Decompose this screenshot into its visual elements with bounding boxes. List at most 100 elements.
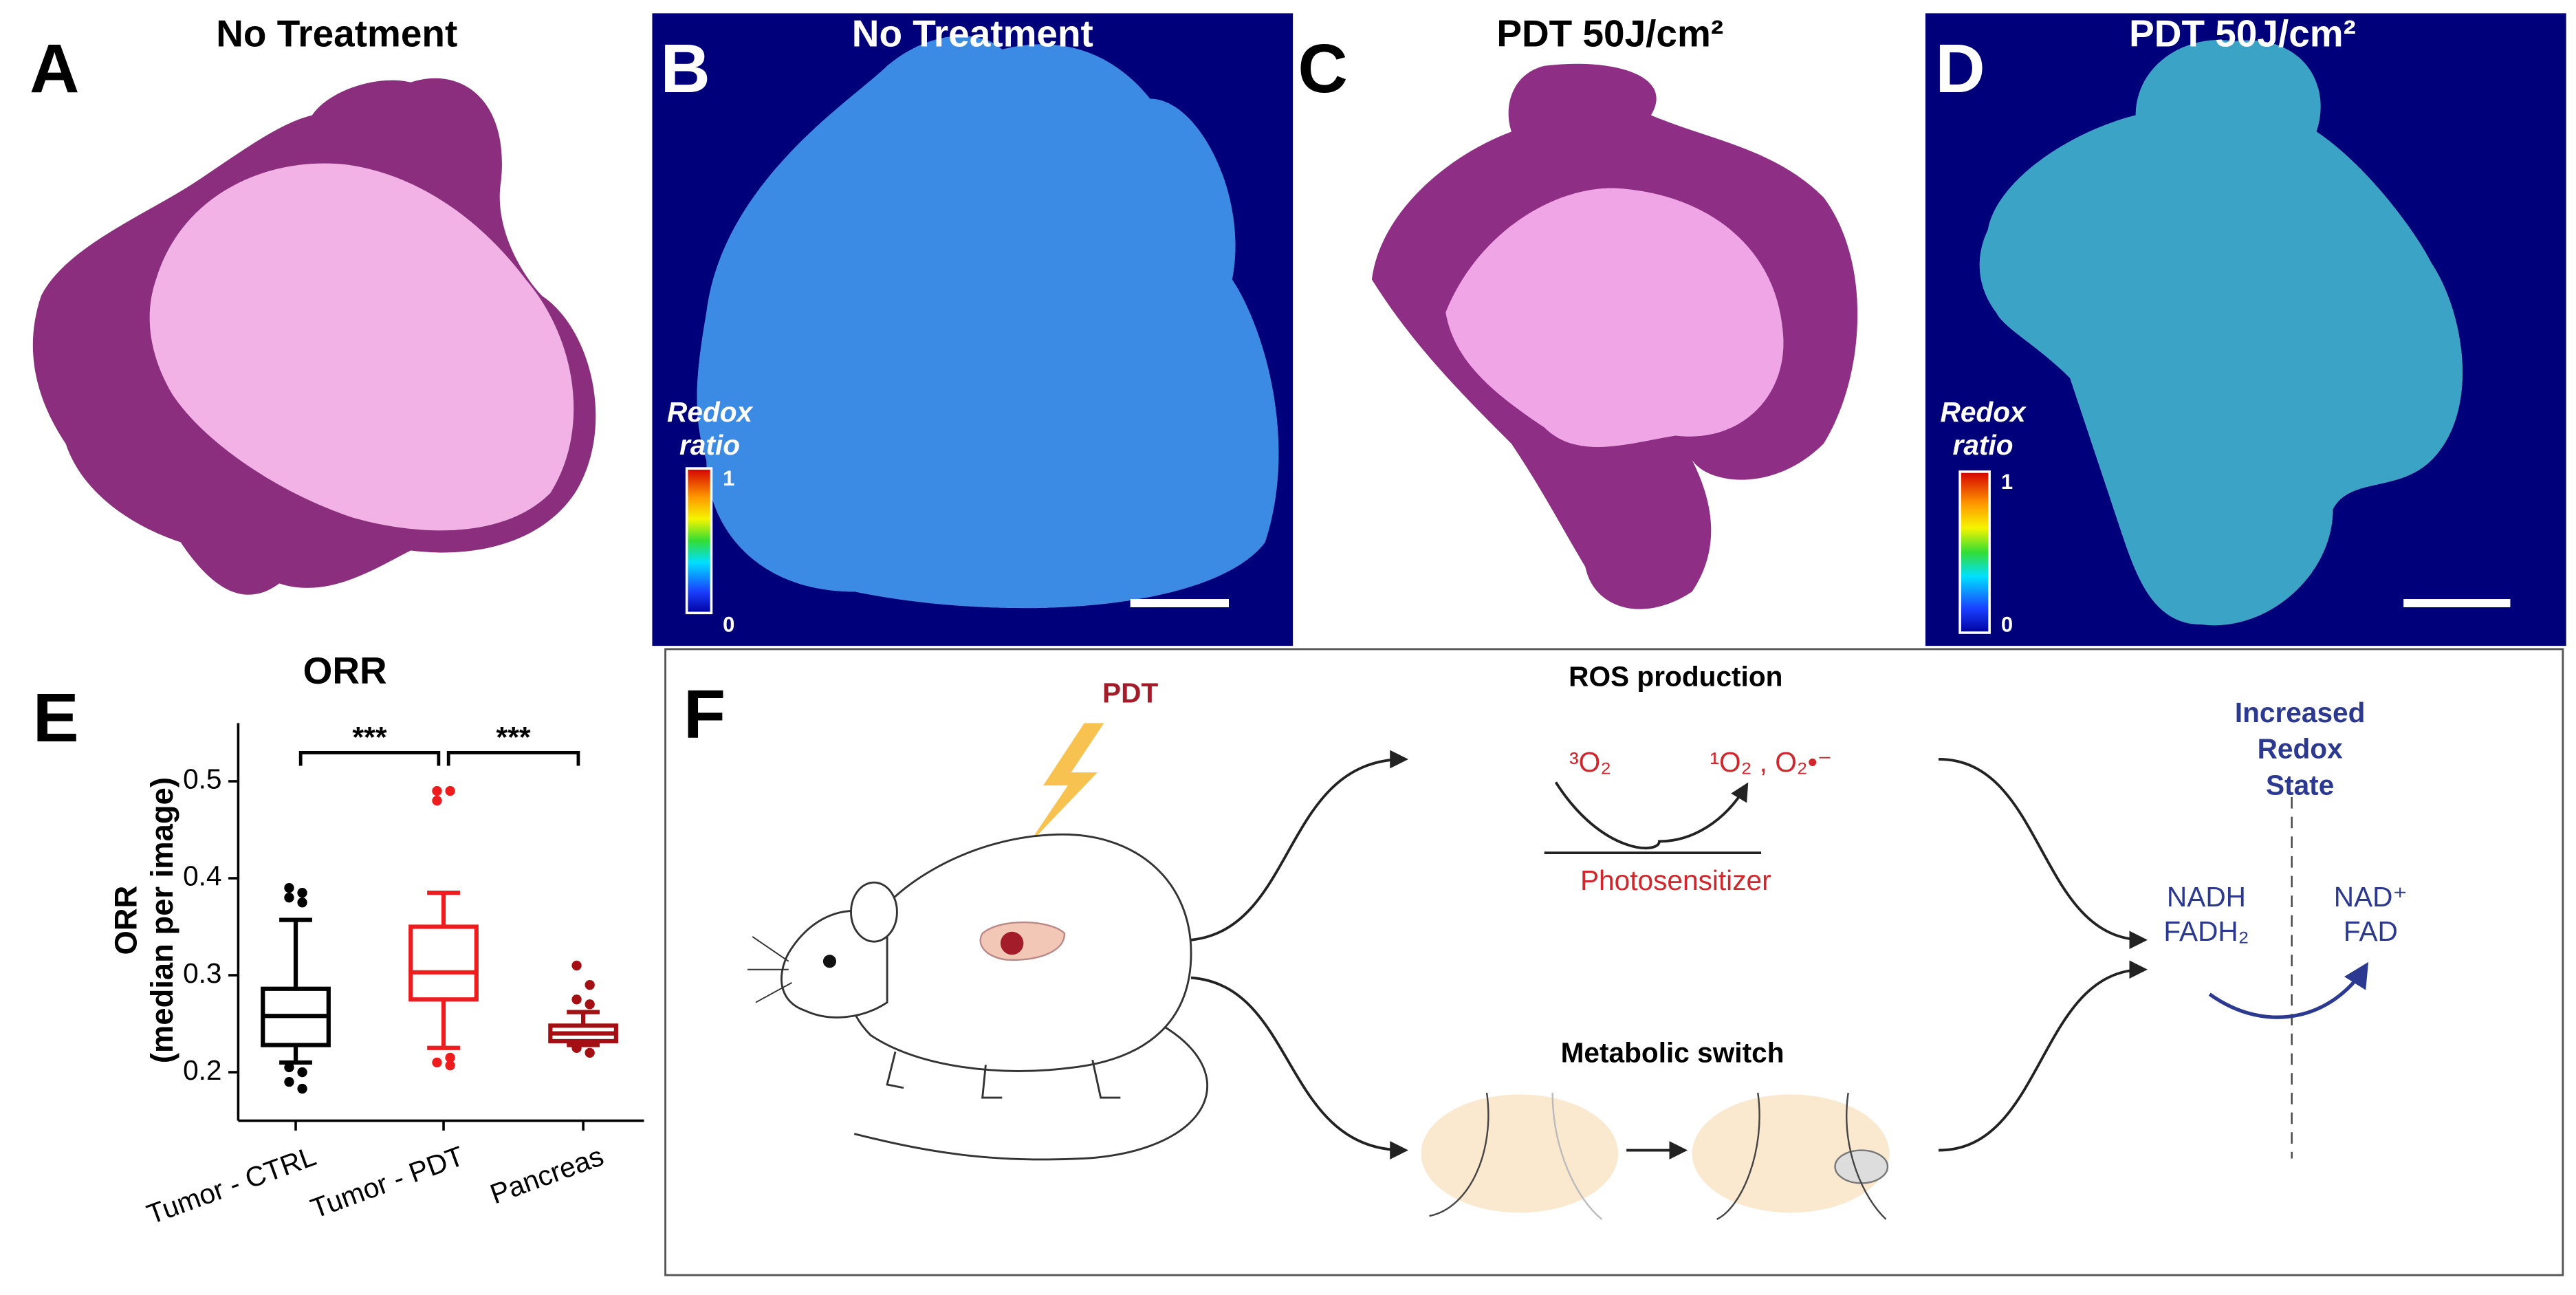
panel-letter: D (1935, 30, 1985, 107)
colorbar-min: 0 (2001, 613, 2013, 637)
light-bolt (1027, 723, 1104, 847)
colorbar (1958, 470, 1991, 634)
mouse (747, 833, 1208, 1161)
outlier (445, 1060, 455, 1071)
significance-label: *** (496, 721, 530, 754)
colorbar (685, 467, 713, 615)
reduced-label: NADH (2167, 881, 2246, 913)
outlier (585, 999, 595, 1010)
arrow (1190, 750, 1408, 942)
panel-title: PDT 50J/cm² (2129, 12, 2356, 54)
mouse-tail (853, 1018, 1208, 1161)
cell (1692, 1094, 1890, 1213)
outlier (297, 1083, 307, 1094)
redox-title: Increased (2235, 697, 2366, 728)
outlier (284, 1062, 294, 1073)
mouse-ear (850, 881, 898, 943)
colorbar-max: 1 (2001, 470, 2013, 494)
mouse-legs (886, 1051, 1121, 1099)
significance-label: *** (352, 721, 386, 754)
y-tick-label: 0.5 (183, 763, 221, 795)
panel-d: D PDT 50J/cm² Redox ratio 1 0 (1925, 12, 2566, 646)
outlier (571, 1043, 582, 1053)
outlier (432, 785, 442, 796)
outlier (297, 887, 307, 898)
arrow (1939, 758, 2148, 950)
outlier (571, 960, 582, 971)
x-tick-label: Tumor - CTRL (142, 1140, 320, 1230)
panel-f: F PDT ROS production ³O₂ ¹O₂ , O₂•⁻ Phot… (664, 648, 2564, 1276)
cell-path (1716, 1092, 1760, 1220)
oxygen-label: ³O₂ (1569, 746, 1611, 778)
tumor (1000, 931, 1024, 955)
chart-title: ORR (303, 649, 387, 692)
panel-letter: C (1298, 30, 1347, 107)
cell-path (1429, 1092, 1489, 1217)
y-tick-label: 0.2 (183, 1054, 221, 1086)
outlier (284, 1076, 294, 1087)
arrow (1939, 960, 2148, 1152)
y-axis-label: ORR (108, 886, 143, 955)
mouse-eye (822, 955, 837, 968)
panel-e: E ORR ORR (median per image) 0.2 0.3 0.4 0.… (33, 649, 644, 1230)
arrow (1190, 976, 1408, 1160)
tissue-inner (1445, 188, 1784, 447)
tissue (1979, 40, 2463, 626)
colorbar-min: 0 (723, 613, 734, 637)
arrows (1190, 750, 2148, 1160)
y-tick-label: 0.3 (183, 957, 221, 989)
panel-title: No Treatment (216, 12, 457, 54)
redox-title: State (2266, 769, 2334, 801)
outlier (585, 979, 595, 990)
panel-b: B No Treatment Redox ratio 1 0 (652, 12, 1294, 646)
reduced-label: FADH₂ (2163, 915, 2249, 947)
colorbar-label: ratio (679, 429, 740, 461)
significance-bracket (298, 751, 441, 766)
ros-title: ROS production (1569, 661, 1782, 693)
oxidized-label: FAD (2344, 915, 2398, 947)
x-tick-label: Pancreas (486, 1140, 608, 1210)
panel-letter: A (30, 30, 79, 107)
outlier (585, 1047, 595, 1058)
redox-arrow (2208, 961, 2369, 1019)
cell-paths (1429, 1092, 1887, 1220)
panel-letter: B (660, 30, 710, 107)
tissue (697, 36, 1279, 609)
panel-c: C PDT 50J/cm² (1298, 12, 1858, 609)
colorbar-label: Redox (667, 396, 754, 428)
tissue-inner (149, 163, 574, 531)
outlier (571, 994, 582, 1005)
cell (1421, 1094, 1619, 1213)
outlier (445, 785, 455, 796)
x-tick-label: Tumor - PDT (307, 1140, 468, 1224)
panel-letter: F (684, 676, 725, 753)
panel-title: PDT 50J/cm² (1496, 12, 1723, 54)
metabolic-title: Metabolic switch (1561, 1037, 1784, 1069)
redox-title: Redox (2258, 733, 2344, 765)
outlier (432, 796, 442, 806)
colorbar-max: 1 (723, 466, 734, 490)
outlier (297, 1067, 307, 1078)
cell-path (1551, 1092, 1603, 1220)
outlier (284, 882, 294, 893)
y-axis-label-sub: (median per image) (144, 777, 179, 1063)
outlier (432, 1057, 442, 1068)
panel-title: No Treatment (852, 12, 1093, 54)
box (408, 924, 479, 1002)
significance-bracket (446, 751, 580, 766)
cell-path (1846, 1092, 1887, 1220)
panel-a: A No Treatment (30, 12, 596, 595)
outlier (297, 897, 307, 908)
pdt-label: PDT (1102, 677, 1158, 709)
y-tick-label: 0.4 (183, 860, 221, 892)
panel-frame (664, 648, 2564, 1276)
mitochondrion (1834, 1149, 1889, 1184)
colorbar-label: Redox (1941, 396, 2027, 428)
outlier (445, 1052, 455, 1063)
outlier (284, 893, 294, 903)
ros-label: ¹O₂ , O₂•⁻ (1710, 746, 1833, 778)
oxidized-label: NAD⁺ (2334, 881, 2408, 913)
colorbar-label: ratio (1953, 429, 2013, 461)
panel-letter: E (33, 679, 79, 757)
